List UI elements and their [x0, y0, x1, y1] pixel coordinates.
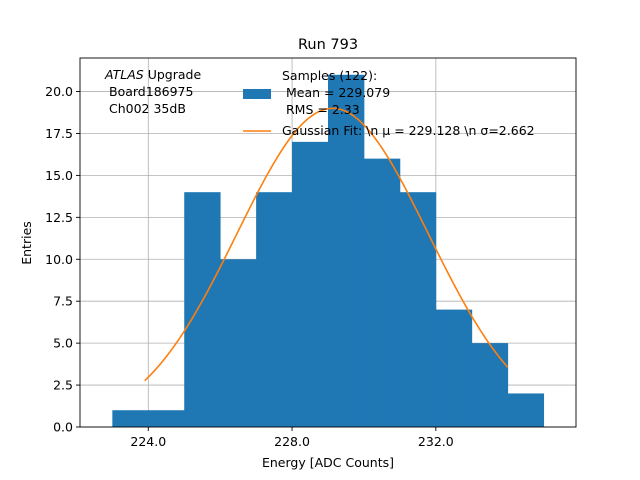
- histogram-bar: [399, 192, 437, 427]
- histogram-bar: [507, 393, 545, 427]
- histogram-bar: [435, 309, 473, 427]
- histogram-bar: [328, 74, 365, 427]
- annotation-word: Upgrade: [144, 67, 202, 82]
- legend-hist-label-1: Samples (122):: [282, 68, 377, 83]
- y-tick-label: 15.0: [45, 168, 73, 183]
- histogram-bar: [256, 192, 293, 427]
- histogram-bar: [148, 410, 185, 427]
- y-tick-label: 5.0: [53, 336, 73, 351]
- x-tick-label: 228.0: [274, 434, 310, 449]
- gaussian-fit-curve: [144, 107, 509, 382]
- legend-hist-label-2: Mean = 229.079: [286, 85, 390, 100]
- x-tick-label: 232.0: [418, 434, 454, 449]
- y-axis-ticks: 0.0 2.5 5.0 7.5 10.0 12.5 15.0 17.5 20.0: [45, 84, 80, 435]
- y-tick-label: 7.5: [53, 294, 73, 309]
- histogram-bar: [184, 192, 221, 427]
- legend: Samples (122): Mean = 229.079 RMS = 2.33…: [243, 68, 535, 138]
- chart-title: Run 793: [298, 37, 358, 53]
- histogram-bar: [292, 141, 329, 427]
- annotation-line-3: Ch002 35dB: [109, 101, 186, 116]
- y-tick-label: 10.0: [45, 252, 73, 267]
- y-tick-label: 17.5: [45, 126, 73, 141]
- histogram-bar: [220, 259, 257, 427]
- histogram-bar: [363, 158, 401, 428]
- legend-fit-label: Gaussian Fit: \n μ = 229.128 \n σ=2.662: [282, 123, 535, 138]
- legend-hist-label-3: RMS = 2.33: [286, 102, 360, 117]
- y-tick-label: 12.5: [45, 210, 73, 225]
- fit-layer: [144, 107, 509, 382]
- histogram-bars: [112, 74, 545, 428]
- plot-frame: [79, 57, 577, 428]
- annotation-italic-word: ATLAS: [104, 67, 144, 82]
- x-axis-ticks: 224.0 228.0 232.0: [130, 427, 454, 449]
- annotation-line-1: ATLAS Upgrade: [104, 67, 201, 82]
- y-tick-label: 20.0: [45, 84, 73, 99]
- atlas-annotation: ATLAS Upgrade Board186975 Ch002 35dB: [104, 67, 201, 116]
- y-axis-label: Entries: [19, 221, 34, 265]
- y-tick-label: 2.5: [53, 378, 73, 393]
- annotation-line-2: Board186975: [109, 84, 193, 99]
- x-axis-label: Energy [ADC Counts]: [262, 455, 394, 470]
- x-tick-label: 224.0: [130, 434, 166, 449]
- histogram-bar: [112, 410, 149, 427]
- legend-hist-swatch: [243, 89, 271, 99]
- histogram-bar: [471, 343, 509, 427]
- y-tick-label: 0.0: [53, 420, 73, 435]
